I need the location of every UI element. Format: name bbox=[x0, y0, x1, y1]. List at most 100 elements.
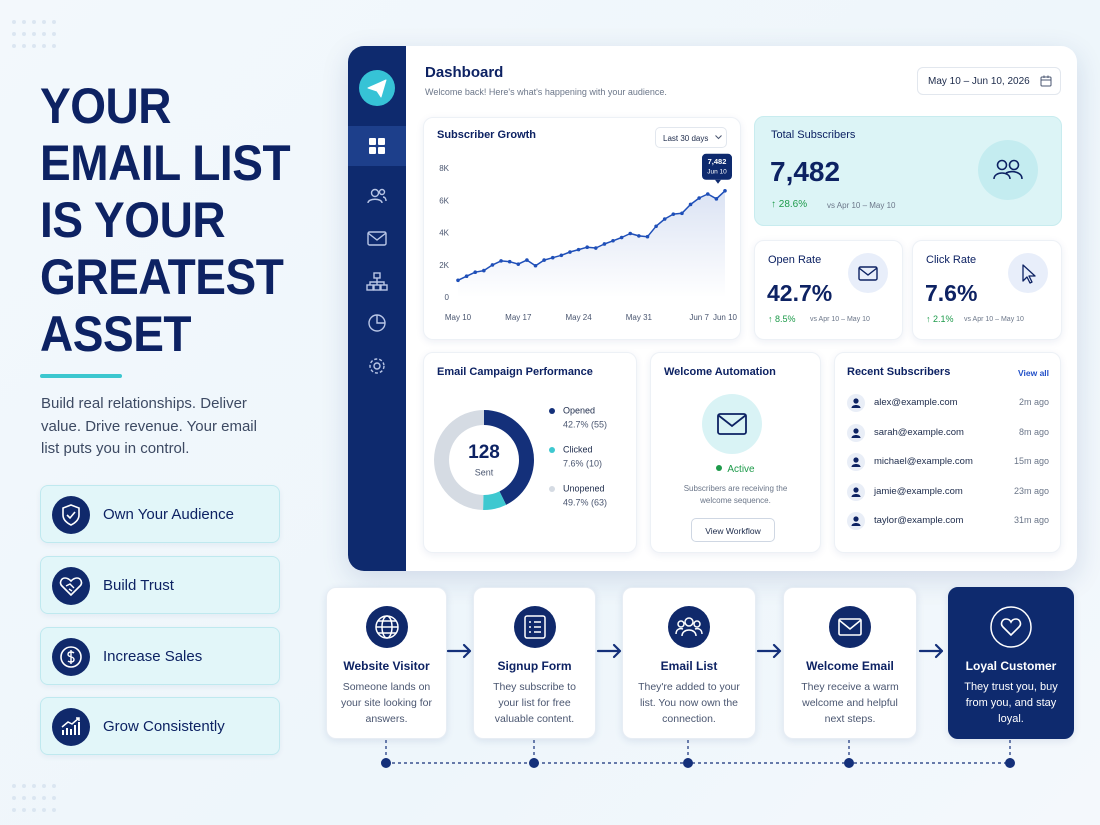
avatar bbox=[847, 453, 865, 471]
subscribers-icon-part-part bbox=[996, 159, 1008, 171]
nav-email-part bbox=[367, 231, 387, 246]
subscriber-time: 15m ago bbox=[1013, 456, 1049, 466]
dot-pattern-part-part bbox=[12, 20, 16, 24]
dot-pattern-part-part bbox=[22, 20, 26, 24]
hero-title-line: ASSET bbox=[40, 306, 192, 362]
step-description: They receive a warm welcome and helpful … bbox=[801, 681, 899, 725]
legend-dot bbox=[549, 408, 555, 414]
point bbox=[611, 238, 615, 243]
dot-pattern-part-part bbox=[32, 796, 36, 800]
nav-dashboard[interactable] bbox=[369, 138, 385, 154]
dashboard-subtitle: Welcome back! Here's what's happening wi… bbox=[425, 87, 667, 97]
point bbox=[568, 250, 572, 254]
donut-segment bbox=[434, 410, 484, 510]
step-icon-part bbox=[374, 615, 399, 639]
avatar-part bbox=[851, 523, 861, 526]
step-icon-part bbox=[668, 606, 710, 648]
x-tick-label: Jun 10 bbox=[713, 313, 738, 322]
subscriber-row: jamie@example.com 23m ago bbox=[847, 482, 1049, 502]
range-dropdown[interactable]: Last 30 days bbox=[655, 127, 727, 148]
benefit-icon bbox=[52, 638, 90, 676]
step-icon-part-part bbox=[838, 618, 862, 636]
hero-title-line: GREATEST bbox=[40, 249, 284, 305]
dot-pattern-part-part bbox=[32, 20, 36, 24]
subscriber-email: michael@example.com bbox=[874, 456, 973, 467]
y-tick-label: 0 bbox=[445, 293, 450, 302]
point bbox=[645, 234, 650, 239]
dot-pattern-part-part bbox=[42, 784, 46, 788]
dot-pattern-part-part bbox=[52, 20, 56, 24]
nav-reports-part bbox=[376, 315, 385, 324]
hero-title-line: YOUR bbox=[40, 78, 172, 134]
logo bbox=[367, 79, 387, 98]
subscriber-time: 23m ago bbox=[1013, 485, 1049, 496]
avatar-part bbox=[853, 398, 859, 404]
area bbox=[458, 190, 725, 298]
step-icon-part bbox=[675, 617, 703, 637]
status-label: Active bbox=[727, 464, 755, 475]
nav-audience[interactable] bbox=[367, 188, 387, 204]
nav-audience-part bbox=[370, 188, 380, 198]
date-picker[interactable]: May 10 – Jun 10, 2026 bbox=[917, 67, 1061, 95]
y-tick-label: 6K bbox=[439, 196, 449, 205]
dot-pattern-part-part bbox=[12, 44, 16, 48]
nav-item-active[interactable] bbox=[348, 126, 406, 166]
subscribers-icon-part-part bbox=[993, 170, 1023, 180]
nav-email[interactable] bbox=[367, 231, 387, 246]
dot-pattern-part-part bbox=[52, 32, 56, 36]
flow-step: Signup Form They subscribe to your list … bbox=[473, 587, 596, 739]
flow-timeline-part bbox=[385, 740, 1011, 763]
dot-pattern-part-part bbox=[12, 796, 16, 800]
benefit-icon-part bbox=[62, 504, 80, 526]
dot-pattern-part-part bbox=[12, 808, 16, 812]
dot-pattern-part-part bbox=[52, 796, 56, 800]
point bbox=[654, 224, 658, 229]
dot-pattern-part-part bbox=[42, 808, 46, 812]
nav-reports[interactable] bbox=[368, 314, 386, 332]
point bbox=[464, 274, 469, 279]
kpi-period: vs Apr 10 – May 10 bbox=[827, 201, 896, 210]
workflow-button[interactable]: View Workflow bbox=[691, 518, 775, 542]
automation-icon bbox=[702, 394, 762, 454]
benefit-card: Build Trust bbox=[40, 556, 280, 614]
flow-arrow-part bbox=[756, 643, 782, 659]
nav-email-part bbox=[367, 232, 387, 241]
dot-pattern-part-part bbox=[22, 808, 26, 812]
annotation-pointer bbox=[715, 179, 721, 184]
value-label: 7.6% (10) bbox=[563, 458, 602, 468]
chevron bbox=[715, 135, 722, 140]
nav-dashboard-part bbox=[378, 147, 385, 154]
chart-title: Subscriber Growth bbox=[437, 129, 537, 141]
point bbox=[714, 197, 719, 201]
kpi-label: Click Rate bbox=[926, 254, 977, 266]
annotation-value: 7,482 bbox=[708, 157, 727, 166]
nav-automations[interactable] bbox=[366, 272, 388, 291]
nav-settings[interactable] bbox=[369, 358, 385, 374]
benefit-label: Grow Consistently bbox=[103, 718, 225, 735]
avatar-part bbox=[851, 493, 861, 497]
point bbox=[628, 231, 633, 236]
donut-chart: Opened 42.7% (55) Clicked 7.6% (10) Unopened… bbox=[434, 405, 607, 510]
step-icon-part bbox=[523, 615, 546, 639]
hero-description: Build real relationships. Deliver value.… bbox=[41, 395, 257, 457]
step-icon-part-part bbox=[693, 620, 701, 628]
subscriber-row: alex@example.com 2m ago bbox=[847, 393, 1049, 413]
benefit-label: Increase Sales bbox=[103, 648, 203, 665]
legend-label: Opened bbox=[563, 405, 595, 415]
benefit-icon bbox=[52, 496, 90, 534]
avatar bbox=[847, 394, 865, 412]
benefit-icon-part bbox=[52, 708, 90, 746]
step-title: Loyal Customer bbox=[965, 659, 1057, 673]
nav-automations-part bbox=[373, 272, 381, 279]
point bbox=[619, 235, 624, 240]
automation-icon-part bbox=[717, 413, 747, 435]
flow-arrow-part bbox=[918, 643, 944, 659]
avatar-part bbox=[853, 457, 859, 463]
flow-arrow-part bbox=[596, 643, 622, 659]
view-all-link[interactable]: View all bbox=[1018, 368, 1050, 378]
x-tick-label: May 31 bbox=[626, 313, 653, 322]
subscribers-icon-part bbox=[978, 140, 1038, 200]
benefit-card: Increase Sales bbox=[40, 627, 280, 685]
point bbox=[542, 258, 546, 262]
benefit-label: Build Trust bbox=[103, 577, 174, 594]
